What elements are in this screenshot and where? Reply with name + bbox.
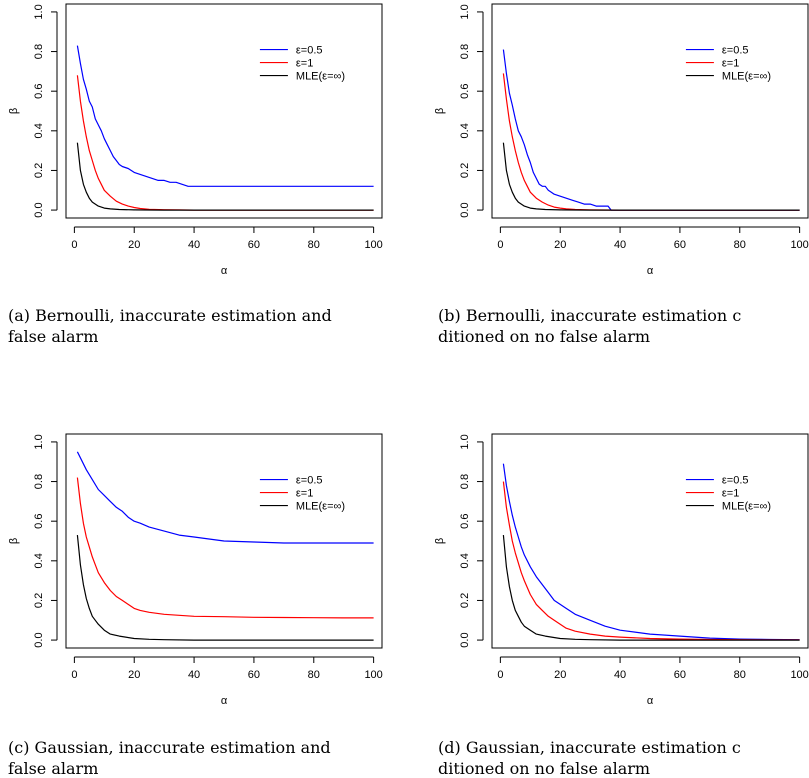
panel-c-y-tick-label: 0.6 — [33, 514, 45, 529]
panel-b-y-axis-label: β — [434, 108, 446, 114]
panel-d-y-tick-label: 1.0 — [459, 434, 471, 449]
panel-c-legend-label-1: ε=1 — [296, 488, 313, 500]
panel-a-plot-frame — [65, 3, 383, 219]
panel-a-y-tick-label: 0.2 — [33, 163, 45, 178]
panel-a-y-tick-label: 0.8 — [33, 44, 45, 59]
panel-b-plot-frame — [491, 3, 809, 219]
panel-a-legend-label-2: MLE(ε=∞) — [296, 71, 345, 83]
panel-a-y-tick-label: 0.0 — [33, 202, 45, 217]
panel-c-x-tick-label: 60 — [248, 669, 260, 681]
panel-b-x-axis-label: α — [647, 265, 654, 277]
panel-c-plot-frame — [65, 433, 383, 649]
panel-c-caption-line-0: (c) Gaussian, inaccurate estimation and — [8, 738, 331, 757]
panel-d-y-tick-label: 0.8 — [459, 474, 471, 489]
panel-a-y-tick-label: 0.6 — [33, 84, 45, 99]
panel-b-x-tick-label: 100 — [790, 239, 808, 251]
panel-a-legend-label-0: ε=0.5 — [296, 45, 323, 57]
panel-a-caption-line-1: false alarm — [8, 327, 98, 346]
panel-c-y-tick-label: 0.8 — [33, 474, 45, 489]
panel-d-caption-line-0: (d) Gaussian, inaccurate estimation c — [438, 738, 741, 757]
panel-a-y-axis-label: β — [8, 108, 20, 114]
panel-c-legend-label-0: ε=0.5 — [296, 475, 323, 487]
panel-d-y-tick-label: 0.2 — [459, 593, 471, 608]
panel-b-y-tick-label: 0.2 — [459, 163, 471, 178]
panel-d-y-tick-label: 0.4 — [459, 553, 471, 568]
panel-a-y-tick-label: 1.0 — [33, 4, 45, 19]
panel-d-x-tick-label: 80 — [734, 669, 746, 681]
panel-b-caption-line-1: ditioned on no false alarm — [438, 327, 650, 346]
panel-d-series-line-2 — [502, 535, 800, 641]
panel-a-x-tick-label: 0 — [71, 239, 77, 251]
panel-c-x-axis-label: α — [221, 695, 228, 707]
panel-a-x-tick-label: 20 — [128, 239, 140, 251]
panel-b-series-line-0 — [502, 49, 800, 211]
panel-b-x-tick-label: 80 — [734, 239, 746, 251]
panel-c-x-tick-label: 100 — [364, 669, 382, 681]
panel-c-legend-label-2: MLE(ε=∞) — [296, 501, 345, 513]
panel-b: 0 20 40 60 80 100 0.0 0.2 0.4 0.6 0.8 1.0 α β ε=0.5ε=1… — [434, 3, 809, 346]
panel-c-series-line-1 — [76, 477, 374, 619]
panel-c-x-tick-label: 0 — [71, 669, 77, 681]
panel-b-legend-label-1: ε=1 — [722, 58, 739, 70]
panel-d-legend-label-2: MLE(ε=∞) — [722, 501, 771, 513]
panel-b-legend-label-0: ε=0.5 — [722, 45, 749, 57]
panel-d-plot-frame — [491, 433, 809, 649]
panel-a-x-tick-label: 80 — [308, 239, 320, 251]
panel-b-x-tick-label: 0 — [497, 239, 503, 251]
panel-d-y-axis-label: β — [434, 538, 446, 544]
panel-b-y-tick-label: 0.4 — [459, 123, 471, 138]
panel-d-y-tick-label: 0.6 — [459, 514, 471, 529]
panel-a-series-line-2 — [76, 142, 374, 211]
panel-d-legend-label-1: ε=1 — [722, 488, 739, 500]
panel-a-x-tick-label: 100 — [364, 239, 382, 251]
panel-c-series-line-0 — [76, 451, 374, 544]
panel-b-x-tick-label: 20 — [554, 239, 566, 251]
panel-b-legend-label-2: MLE(ε=∞) — [722, 71, 771, 83]
panel-c-series-line-2 — [76, 535, 374, 641]
panel-a-series-line-0 — [76, 45, 374, 187]
panel-c-y-tick-label: 0.0 — [33, 632, 45, 647]
panel-d-x-tick-label: 0 — [497, 669, 503, 681]
panel-d-series-line-0 — [502, 463, 800, 641]
panel-d-series-line-1 — [502, 481, 800, 641]
panel-c-y-tick-label: 1.0 — [33, 434, 45, 449]
panel-d-x-tick-label: 100 — [790, 669, 808, 681]
panel-d-legend-label-0: ε=0.5 — [722, 475, 749, 487]
panel-d-caption-line-1: ditioned on no false alarm — [438, 759, 650, 778]
panel-c-caption-line-1: false alarm — [8, 759, 98, 778]
panel-b-caption-line-0: (b) Bernoulli, inaccurate estimation c — [438, 306, 741, 325]
panel-c: 0 20 40 60 80 100 0.0 0.2 0.4 0.6 0.8 1.0 α β ε=0.5ε=1… — [8, 433, 383, 778]
panel-b-y-tick-label: 0.0 — [459, 202, 471, 217]
panel-d-x-axis-label: α — [647, 695, 654, 707]
panel-c-y-tick-label: 0.4 — [33, 553, 45, 568]
panel-c-x-tick-label: 80 — [308, 669, 320, 681]
panel-d-x-tick-label: 60 — [674, 669, 686, 681]
panel-b-x-tick-label: 40 — [614, 239, 626, 251]
panel-c-x-tick-label: 40 — [188, 669, 200, 681]
panel-a: 0 20 40 60 80 100 0.0 0.2 0.4 0.6 0.8 1.0 α β ε=0.5ε=1… — [8, 3, 383, 346]
panel-a-y-tick-label: 0.4 — [33, 123, 45, 138]
panel-a-legend-label-1: ε=1 — [296, 58, 313, 70]
panel-b-y-tick-label: 0.6 — [459, 84, 471, 99]
panel-a-x-tick-label: 40 — [188, 239, 200, 251]
panel-c-x-tick-label: 20 — [128, 669, 140, 681]
panel-b-y-tick-label: 1.0 — [459, 4, 471, 19]
panel-d-x-tick-label: 40 — [614, 669, 626, 681]
panel-c-y-axis-label: β — [8, 538, 20, 544]
panel-a-series-line-1 — [76, 75, 374, 211]
panel-d-x-tick-label: 20 — [554, 669, 566, 681]
panel-b-series-line-2 — [502, 142, 800, 211]
panel-c-y-tick-label: 0.2 — [33, 593, 45, 608]
panel-a-caption-line-0: (a) Bernoulli, inaccurate estimation and — [8, 306, 332, 325]
panel-d-y-tick-label: 0.0 — [459, 632, 471, 647]
panel-b-y-tick-label: 0.8 — [459, 44, 471, 59]
panel-b-x-tick-label: 60 — [674, 239, 686, 251]
panel-d: 0 20 40 60 80 100 0.0 0.2 0.4 0.6 0.8 1.0 α β ε=0.5ε=1… — [434, 433, 809, 778]
panel-a-x-tick-label: 60 — [248, 239, 260, 251]
panel-a-x-axis-label: α — [221, 265, 228, 277]
